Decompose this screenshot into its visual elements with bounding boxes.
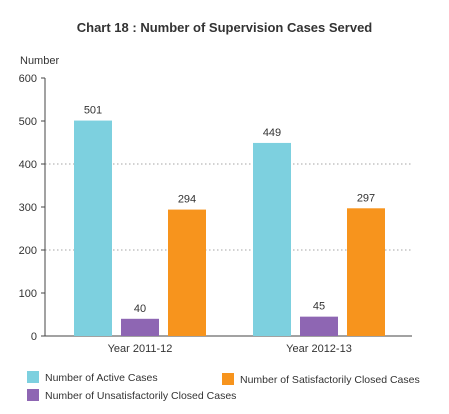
legend-label-unsatisfactorily-closed: Number of Unsatisfactorily Closed Cases (45, 390, 237, 402)
legend-swatch-active (27, 371, 39, 383)
y-tick-label-0: 0 (31, 331, 37, 343)
y-tick-label-200: 200 (19, 245, 37, 257)
x-category-label-2: Year 2012-13 (286, 343, 352, 355)
data-label-active-1: 501 (84, 105, 102, 117)
legend-swatch-satisfactorily-closed (222, 373, 234, 385)
legend-item-active: Number of Active Cases (27, 371, 158, 384)
legend-swatch-unsatisfactorily-closed (27, 389, 39, 401)
y-tick-label-300: 300 (19, 202, 37, 214)
legend-label-satisfactorily-closed: Number of Satisfactorily Closed Cases (240, 374, 420, 386)
y-tick-label-500: 500 (19, 116, 37, 128)
chart-title: Chart 18 : Number of Supervision Cases S… (76, 20, 373, 35)
data-label-active-2: 449 (263, 127, 281, 139)
bar-unsatisfactorily-closed-2 (300, 316, 338, 336)
data-label-satisfactorily-closed-1: 294 (178, 194, 196, 206)
bar-satisfactorily-closed-1 (168, 209, 206, 336)
x-category-label-1: Year 2011-12 (108, 343, 173, 355)
y-tick-label-600: 600 (19, 73, 37, 85)
legend-label-active: Number of Active Cases (45, 372, 158, 384)
bar-unsatisfactorily-closed-1 (121, 318, 159, 336)
data-label-unsatisfactorily-closed-1: 40 (134, 303, 146, 315)
legend-item-unsatisfactorily-closed: Number of Unsatisfactorily Closed Cases (27, 389, 236, 402)
legend-item-satisfactorily-closed: Number of Satisfactorily Closed Cases (222, 373, 420, 386)
data-label-satisfactorily-closed-2: 297 (357, 192, 375, 204)
data-label-unsatisfactorily-closed-2: 45 (313, 301, 325, 313)
y-axis-label: Number (20, 55, 59, 67)
bar-active-2 (253, 142, 291, 336)
bar-satisfactorily-closed-2 (347, 208, 385, 336)
y-tick-label-400: 400 (19, 159, 37, 171)
y-tick-label-100: 100 (19, 288, 37, 300)
bar-active-1 (74, 120, 112, 336)
